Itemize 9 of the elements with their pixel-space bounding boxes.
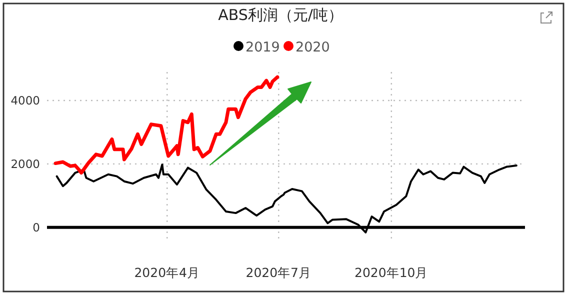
x-tick-label: 2020年4月 (134, 265, 200, 280)
x-tick-label: 2020年7月 (246, 265, 312, 280)
legend-label: 2020 (296, 40, 330, 56)
chart-title: ABS利润（元/吨） (218, 6, 343, 24)
legend-label: 2019 (246, 40, 280, 56)
y-tick-label: 4000 (10, 94, 40, 108)
y-tick-label: 2000 (10, 156, 40, 171)
y-tick-label: 0 (32, 220, 40, 234)
x-tick-label: 2020年10月 (354, 265, 428, 280)
